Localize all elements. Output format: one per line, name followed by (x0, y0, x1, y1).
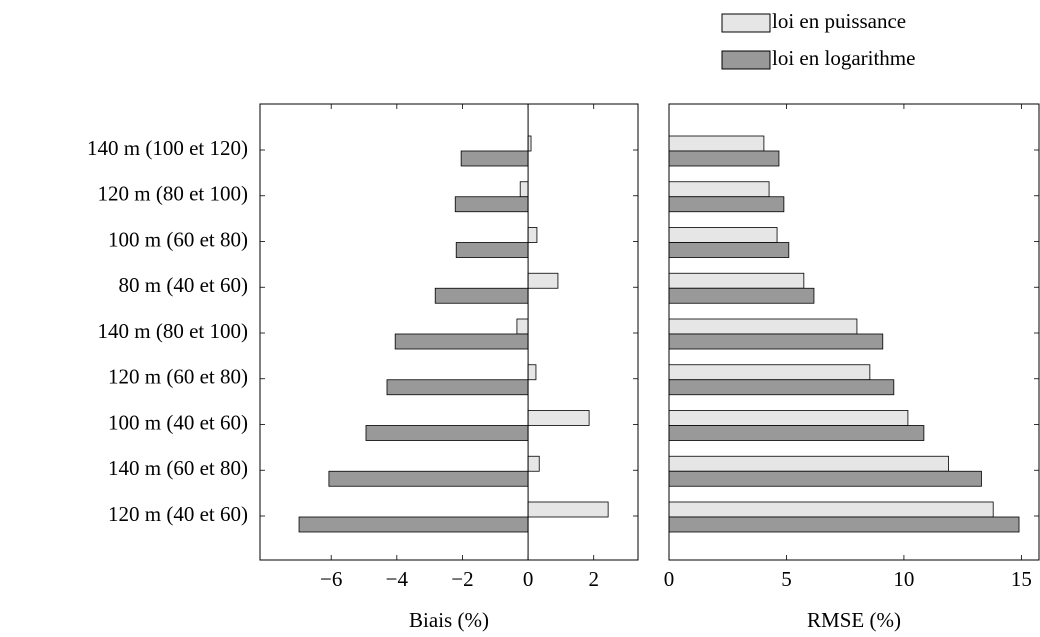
bar (668, 318, 858, 335)
bar (519, 181, 529, 198)
bar (668, 272, 805, 289)
category-label: 140 m (80 et 100) (98, 319, 248, 343)
bar (365, 425, 529, 441)
bar (668, 242, 790, 258)
legend-label: loi en logarithme (772, 46, 915, 70)
x-tick-label: 2 (588, 567, 599, 591)
category-label: 140 m (60 et 80) (108, 456, 248, 480)
plot-frame (259, 103, 639, 561)
bar (527, 364, 537, 381)
x-tick-label: 15 (1011, 567, 1032, 591)
category-label: 120 m (80 et 100) (98, 182, 248, 206)
bar (527, 455, 540, 472)
category-label: 100 m (60 et 80) (108, 227, 248, 251)
bar (668, 287, 815, 304)
bar (455, 242, 529, 258)
x-axis-label: RMSE (%) (807, 608, 901, 632)
bar (668, 181, 770, 198)
bar (668, 135, 765, 152)
bar (668, 410, 909, 426)
legend-swatch (721, 13, 771, 33)
bar (454, 196, 529, 213)
bar (527, 501, 609, 518)
legend-label: loi en puissance (772, 9, 906, 33)
bar (527, 272, 559, 289)
bar (527, 227, 538, 243)
bar (668, 501, 994, 518)
bar (516, 318, 529, 335)
bar (386, 379, 529, 396)
bar (527, 410, 590, 426)
bar (668, 516, 1020, 533)
category-label: 80 m (40 et 60) (119, 273, 248, 297)
bar (668, 196, 785, 213)
bar (668, 333, 884, 350)
bar (460, 150, 529, 167)
x-tick-label: 0 (664, 567, 675, 591)
bar (668, 379, 895, 396)
bar (328, 470, 529, 487)
bar (668, 227, 778, 243)
x-tick-label: −2 (451, 567, 473, 591)
category-label: 120 m (40 et 60) (108, 502, 248, 526)
x-tick-label: −6 (320, 567, 342, 591)
bar (434, 287, 529, 304)
x-tick-label: 10 (893, 567, 914, 591)
x-tick-label: 5 (781, 567, 792, 591)
bar (668, 150, 780, 167)
x-tick-label: −4 (386, 567, 409, 591)
legend-swatch (721, 50, 771, 70)
bar (668, 455, 949, 472)
bar (668, 470, 982, 487)
bar (668, 425, 925, 441)
plot-frame (668, 103, 1040, 561)
bar (298, 516, 529, 533)
category-label: 140 m (100 et 120) (87, 136, 248, 160)
category-label: 100 m (40 et 60) (108, 410, 248, 434)
x-axis-label: Biais (%) (409, 608, 489, 632)
bar (394, 333, 529, 350)
x-tick-label: 0 (523, 567, 534, 591)
category-label: 120 m (60 et 80) (108, 365, 248, 389)
bar (668, 364, 871, 381)
